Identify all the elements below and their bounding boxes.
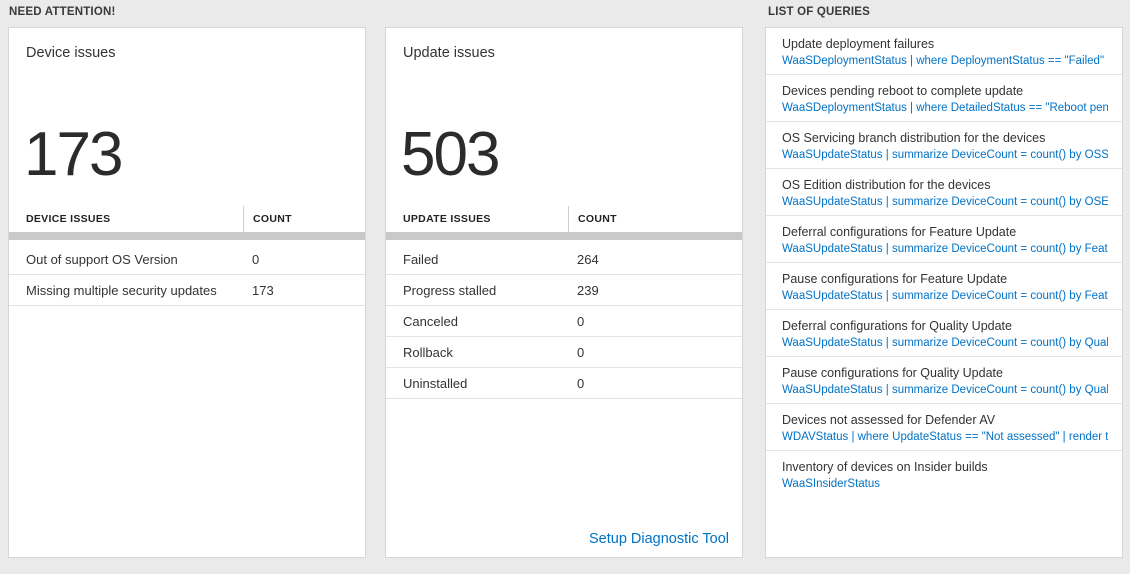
query-text: WaaSUpdateStatus | summarize DeviceCount…	[782, 384, 1108, 396]
query-item[interactable]: OS Edition distribution for the devices …	[766, 169, 1122, 216]
row-label: Missing multiple security updates	[26, 282, 217, 298]
row-label: Out of support OS Version	[26, 251, 178, 267]
query-item[interactable]: Deferral configurations for Quality Upda…	[766, 310, 1122, 357]
row-count: 0	[577, 313, 585, 329]
row-count: 0	[577, 375, 585, 391]
update-issues-title: Update issues	[403, 45, 495, 61]
query-text: WaaSInsiderStatus	[782, 478, 881, 490]
device-issues-card: Device issues 173 DEVICE ISSUES COUNT Ou…	[8, 27, 366, 558]
query-title: OS Servicing branch distribution for the…	[782, 131, 1046, 145]
update-issues-table: UPDATE ISSUES COUNT Failed 264 Progress …	[386, 206, 742, 399]
update-issues-tile[interactable]: Update issues 503	[386, 28, 742, 206]
query-text: WaaSDeploymentStatus | where DeploymentS…	[782, 55, 1108, 67]
query-item[interactable]: Devices not assessed for Defender AV WDA…	[766, 404, 1122, 451]
query-item[interactable]: Update deployment failures WaaSDeploymen…	[766, 28, 1122, 75]
table-row[interactable]: Uninstalled 0	[386, 368, 742, 399]
row-label: Rollback	[403, 344, 453, 360]
query-text: WaaSUpdateStatus | summarize DeviceCount…	[782, 149, 1108, 161]
list-of-queries-header: LIST OF QUERIES	[768, 6, 871, 18]
query-text: WaaSUpdateStatus | summarize DeviceCount…	[782, 196, 1108, 208]
table-row[interactable]: Out of support OS Version 0	[9, 244, 365, 275]
query-title: Update deployment failures	[782, 37, 935, 51]
query-text: WaaSUpdateStatus | summarize DeviceCount…	[782, 243, 1108, 255]
query-item[interactable]: Inventory of devices on Insider builds W…	[766, 451, 1122, 497]
query-item[interactable]: OS Servicing branch distribution for the…	[766, 122, 1122, 169]
table-divider-bar	[386, 233, 742, 240]
row-label: Canceled	[403, 313, 458, 329]
col-header-update-issues: UPDATE ISSUES	[403, 213, 491, 225]
query-text: WaaSDeploymentStatus | where DetailedSta…	[782, 102, 1108, 114]
table-row[interactable]: Progress stalled 239	[386, 275, 742, 306]
query-title: Pause configurations for Quality Update	[782, 366, 1003, 380]
query-title: Devices not assessed for Defender AV	[782, 413, 996, 427]
table-header-row: DEVICE ISSUES COUNT	[9, 206, 365, 233]
table-divider-bar	[9, 233, 365, 240]
query-text: WaaSUpdateStatus | summarize DeviceCount…	[782, 290, 1108, 302]
query-title: Inventory of devices on Insider builds	[782, 460, 988, 474]
need-attention-header: NEED ATTENTION!	[9, 6, 116, 18]
table-row[interactable]: Failed 264	[386, 244, 742, 275]
queries-card: Update deployment failures WaaSDeploymen…	[765, 27, 1123, 558]
row-count: 264	[577, 251, 599, 267]
table-row[interactable]: Missing multiple security updates 173	[9, 275, 365, 306]
device-issues-table: DEVICE ISSUES COUNT Out of support OS Ve…	[9, 206, 365, 306]
query-item[interactable]: Deferral configurations for Feature Upda…	[766, 216, 1122, 263]
row-count: 239	[577, 282, 599, 298]
col-header-count: COUNT	[568, 206, 742, 232]
row-label: Failed	[403, 251, 439, 267]
table-header-row: UPDATE ISSUES COUNT	[386, 206, 742, 233]
update-issues-total: 503	[401, 120, 500, 189]
row-count: 0	[577, 344, 585, 360]
query-item[interactable]: Pause configurations for Quality Update …	[766, 357, 1122, 404]
update-issues-card: Update issues 503 UPDATE ISSUES COUNT Fa…	[385, 27, 743, 558]
query-item[interactable]: Devices pending reboot to complete updat…	[766, 75, 1122, 122]
row-label: Uninstalled	[403, 375, 468, 391]
col-header-count: COUNT	[243, 206, 365, 232]
row-count: 0	[252, 251, 260, 267]
query-text: WaaSUpdateStatus | summarize DeviceCount…	[782, 337, 1108, 349]
row-count: 173	[252, 282, 274, 298]
row-label: Progress stalled	[403, 282, 497, 298]
col-header-device-issues: DEVICE ISSUES	[26, 213, 111, 225]
setup-diagnostic-tool-link[interactable]: Setup Diagnostic Tool	[589, 531, 729, 547]
table-row[interactable]: Canceled 0	[386, 306, 742, 337]
query-title: Devices pending reboot to complete updat…	[782, 84, 1024, 98]
query-text: WDAVStatus | where UpdateStatus == "Not …	[782, 431, 1108, 443]
query-title: OS Edition distribution for the devices	[782, 178, 991, 192]
query-title: Deferral configurations for Feature Upda…	[782, 225, 1017, 239]
table-row[interactable]: Rollback 0	[386, 337, 742, 368]
query-item[interactable]: Pause configurations for Feature Update …	[766, 263, 1122, 310]
query-title: Deferral configurations for Quality Upda…	[782, 319, 1012, 333]
device-issues-total: 173	[24, 120, 123, 189]
device-issues-title: Device issues	[26, 45, 116, 61]
query-title: Pause configurations for Feature Update	[782, 272, 1008, 286]
device-issues-tile[interactable]: Device issues 173	[9, 28, 365, 206]
